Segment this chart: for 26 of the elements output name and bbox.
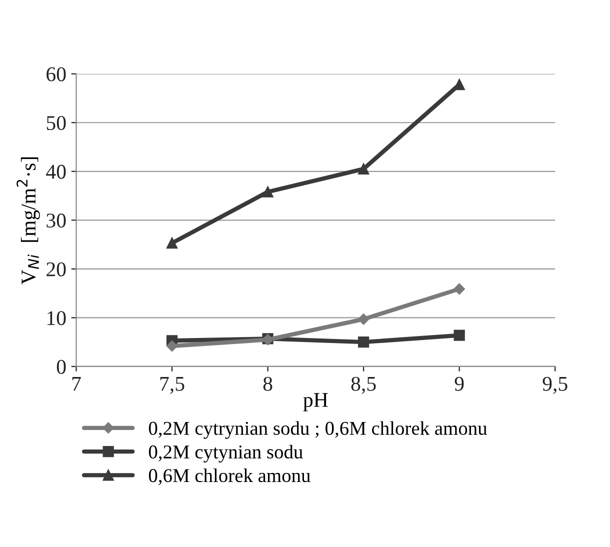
point xyxy=(358,314,370,325)
x-axis-title: pH xyxy=(303,393,328,412)
x-tick-label: 9,5 xyxy=(542,376,568,394)
legend-label: 0,6M chlorek amonu xyxy=(148,468,310,485)
legend-label: 0,2M cytynian sodu xyxy=(148,444,303,463)
point xyxy=(358,336,370,348)
x-tick-label: 8,5 xyxy=(351,376,376,394)
point xyxy=(454,330,465,341)
legend-label: 0,2M cytrynian sodu ; 0,6M chlorek amonu xyxy=(148,421,488,439)
point xyxy=(166,340,178,352)
point xyxy=(262,186,274,198)
y-tick-label: 20 xyxy=(46,262,66,276)
point xyxy=(166,238,178,249)
point xyxy=(358,163,370,175)
y-tick-label: 60 xyxy=(46,67,66,82)
y-axis-title: V$_{Ni}$ [mg/m$^{2}$·s] xyxy=(16,157,40,284)
y-tick-label: 30 xyxy=(46,214,66,228)
x-tick-label: 9 xyxy=(454,376,464,391)
x-tick-label: 8 xyxy=(263,376,272,391)
y-tick-label: 10 xyxy=(48,311,66,326)
y-tick-label: 40 xyxy=(46,164,66,179)
x-tick-label: 7,5 xyxy=(160,377,184,394)
y-tick-label: 50 xyxy=(46,116,66,130)
y-tick-label: 0 xyxy=(56,360,66,374)
x-tick-label: 7 xyxy=(72,377,81,391)
point xyxy=(454,283,465,295)
